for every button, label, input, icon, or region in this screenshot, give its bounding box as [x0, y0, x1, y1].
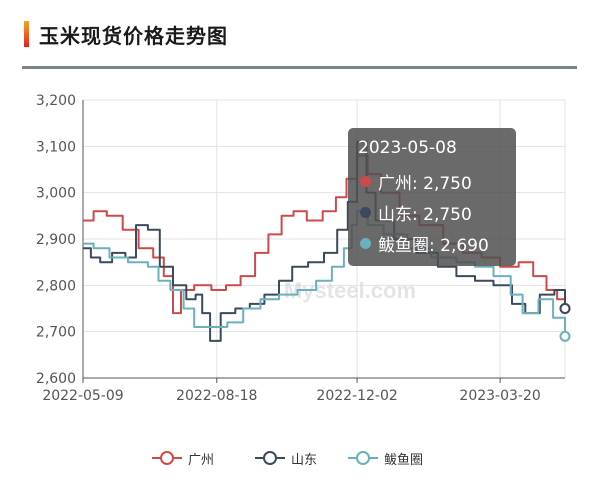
series-line-山东	[83, 140, 566, 342]
tooltip-dot	[360, 238, 371, 249]
chart-header: 玉米现货价格走势图	[24, 18, 228, 50]
chart-legend: 广州 山东 鲅鱼圈	[0, 446, 605, 470]
tooltip-row-guangzhou: 广州: 2,750	[358, 166, 516, 197]
legend-line-circle-icon	[152, 451, 182, 465]
y-tick-label: 3,200	[36, 93, 76, 109]
legend-label: 广州	[188, 452, 215, 468]
legend-label: 鲅鱼圈	[384, 452, 424, 468]
x-tick-label: 2022-12-02	[316, 388, 397, 404]
legend-item-shandong[interactable]: 山东	[255, 446, 317, 470]
tooltip-dot	[360, 207, 371, 218]
series-line-鲅鱼圈	[83, 210, 566, 337]
y-tick-label: 2,800	[36, 278, 76, 294]
x-tick-label: 2023-03-20	[459, 388, 540, 404]
tooltip-date: 2023-05-08	[358, 138, 457, 158]
y-tick-label: 2,700	[36, 325, 76, 341]
tooltip-value: 广州: 2,750	[378, 174, 472, 194]
tooltip-row-shandong: 山东: 2,750	[358, 197, 516, 228]
legend-line-circle-icon	[348, 451, 378, 465]
y-tick-label: 2,600	[36, 371, 76, 387]
page-title: 玉米现货价格走势图	[39, 23, 228, 48]
data-tooltip: 2023-05-08 广州: 2,750 山东: 2,750 鲅鱼圈: 2,69…	[348, 128, 516, 266]
tooltip-dot	[360, 176, 371, 187]
series-endpoint-山东	[559, 303, 571, 314]
tooltip-value: 鲅鱼圈: 2,690	[378, 236, 489, 256]
series-endpoint-鲅鱼圈	[559, 330, 571, 342]
header-divider	[22, 66, 577, 69]
chart-axes: 2,600 2,700 2,800 2,900 3,000 3,100 3,200 2022-…	[36, 93, 565, 404]
legend-line-circle-icon	[255, 451, 285, 465]
y-tick-label: 3,100	[36, 139, 76, 155]
legend-item-bayuquan[interactable]: 鲅鱼圈	[348, 446, 423, 470]
tooltip-row-bayuquan: 鲅鱼圈: 2,690	[358, 228, 516, 259]
y-tick-label: 2,900	[36, 232, 76, 248]
title-accent-bar	[24, 21, 29, 47]
tooltip-value: 山东: 2,750	[378, 205, 472, 225]
x-tick-label: 2022-08-18	[176, 388, 257, 404]
x-tick-label: 2022-05-09	[42, 388, 123, 404]
y-tick-label: 3,000	[36, 186, 76, 202]
legend-item-guangzhou[interactable]: 广州	[152, 446, 214, 470]
legend-label: 山东	[291, 452, 318, 468]
